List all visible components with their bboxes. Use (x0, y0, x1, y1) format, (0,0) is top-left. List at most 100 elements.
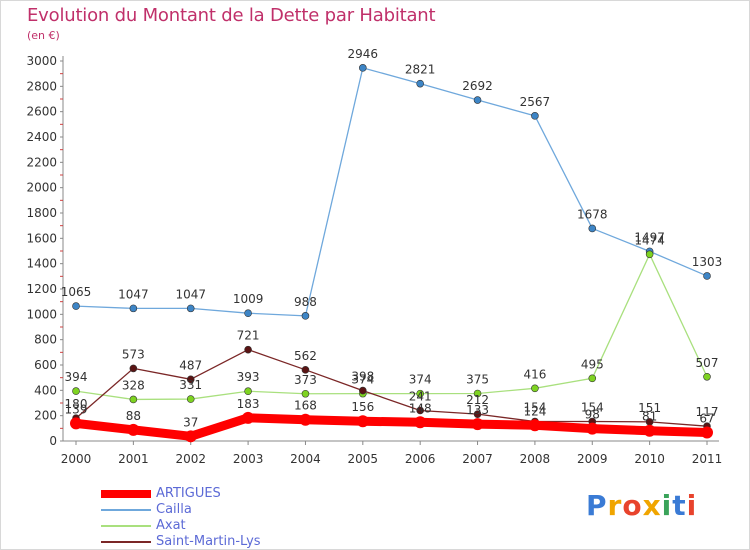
proxiti-logo: Proxiti (586, 489, 697, 522)
data-labels: 139 88 37 183 168 156 148 133 124 98 81 67 1065 1047 1… (61, 47, 723, 429)
data-label: 212 (466, 393, 489, 407)
legend-label: Saint-Martin-Lys (156, 534, 261, 549)
data-label: 98 (585, 408, 600, 422)
data-point (588, 224, 597, 233)
data-point (244, 387, 252, 396)
data-label: 1303 (692, 255, 723, 269)
data-label: 139 (65, 402, 88, 416)
x-tick-label: 2001 (118, 452, 149, 466)
logo-letter: t (672, 489, 687, 522)
data-point (359, 386, 367, 395)
data-label: 988 (294, 295, 317, 309)
data-point (301, 312, 310, 320)
series-saint-martin-lys (72, 345, 711, 430)
data-label: 375 (466, 373, 489, 387)
y-tick-label: 1400 (26, 257, 57, 271)
series-line (75, 67, 708, 317)
data-label: 151 (638, 401, 661, 415)
y-tick-label: 2600 (26, 105, 57, 119)
data-point (703, 372, 711, 381)
data-label: 1047 (175, 287, 206, 301)
series-cailla (72, 64, 711, 320)
series-line (75, 253, 708, 401)
data-point (299, 413, 312, 426)
y-tick-label: 1800 (26, 206, 57, 220)
x-tick-label: 2002 (175, 452, 206, 466)
data-label: 1474 (634, 233, 665, 247)
data-label: 154 (581, 400, 604, 414)
y-tick-label: 2200 (26, 155, 57, 169)
data-point (129, 364, 138, 373)
data-point (186, 395, 195, 403)
data-point (72, 387, 80, 395)
legend-swatch (101, 509, 151, 511)
x-tick-label: 2011 (692, 452, 723, 466)
x-tick-label: 2009 (577, 452, 608, 466)
data-label: 393 (237, 370, 260, 384)
data-label: 154 (523, 400, 546, 414)
data-label: 331 (179, 378, 202, 392)
data-label: 2692 (462, 79, 493, 93)
logo-letter: i (661, 489, 673, 522)
data-point (703, 272, 711, 280)
y-tick-label: 3000 (26, 54, 57, 68)
data-label: 168 (294, 399, 317, 413)
series-line (75, 349, 708, 427)
data-label: 487 (179, 358, 202, 372)
data-label: 374 (351, 373, 374, 387)
y-tick-label: 400 (34, 383, 57, 397)
data-point (416, 406, 424, 415)
y-tick-label: 800 (34, 333, 57, 347)
data-label: 2821 (405, 63, 436, 77)
data-label: 180 (65, 397, 88, 411)
x-tick-label: 2006 (405, 452, 436, 466)
data-point (244, 309, 252, 317)
data-label: 37 (183, 415, 198, 429)
data-label: 241 (409, 389, 432, 403)
data-point (301, 389, 310, 398)
logo-letter: o (622, 489, 643, 522)
chart-subtitle: (en €) (27, 29, 60, 42)
data-point (471, 418, 484, 431)
data-point (531, 384, 539, 393)
data-label: 124 (523, 404, 546, 418)
data-label: 328 (122, 378, 145, 392)
data-label: 562 (294, 349, 317, 363)
y-tick-label: 1000 (26, 307, 57, 321)
data-point (301, 366, 310, 374)
data-point (356, 415, 369, 428)
data-label: 507 (696, 356, 719, 370)
logo-letter: x (642, 489, 662, 522)
data-label: 88 (126, 409, 141, 423)
data-label: 416 (523, 367, 546, 381)
data-label: 1065 (61, 285, 92, 299)
legend-label: ARTIGUES (156, 486, 221, 501)
data-label: 183 (237, 397, 260, 411)
chart-series: 139 88 37 183 168 156 148 133 124 98 81 67 1065 1047 1… (61, 47, 723, 443)
logo-letter: r (607, 489, 623, 522)
data-label: 148 (409, 401, 432, 415)
y-tick-label: 2400 (26, 130, 57, 144)
chart-axes (62, 56, 719, 442)
data-point (588, 374, 597, 383)
data-label: 156 (351, 400, 374, 414)
data-point (473, 410, 482, 418)
data-point (242, 411, 255, 424)
data-point (586, 422, 599, 435)
y-tick-label: 1600 (26, 231, 57, 245)
data-label: 81 (642, 410, 657, 424)
data-label: 2946 (348, 47, 379, 61)
data-label: 1047 (118, 287, 149, 301)
data-label: 67 (699, 412, 714, 426)
data-label: 133 (466, 403, 489, 417)
legend-swatch (101, 490, 151, 498)
data-point (186, 304, 195, 313)
data-label: 394 (65, 370, 88, 384)
data-point (129, 395, 138, 404)
legend-label: Axat (156, 518, 186, 533)
x-tick-label: 2007 (462, 452, 493, 466)
x-axis-ticks: 2000 2001 2002 2003 2004 2005 2006 2007 2008 2009… (61, 441, 723, 466)
data-label: 117 (696, 405, 719, 419)
y-tick-label: 600 (34, 358, 57, 372)
